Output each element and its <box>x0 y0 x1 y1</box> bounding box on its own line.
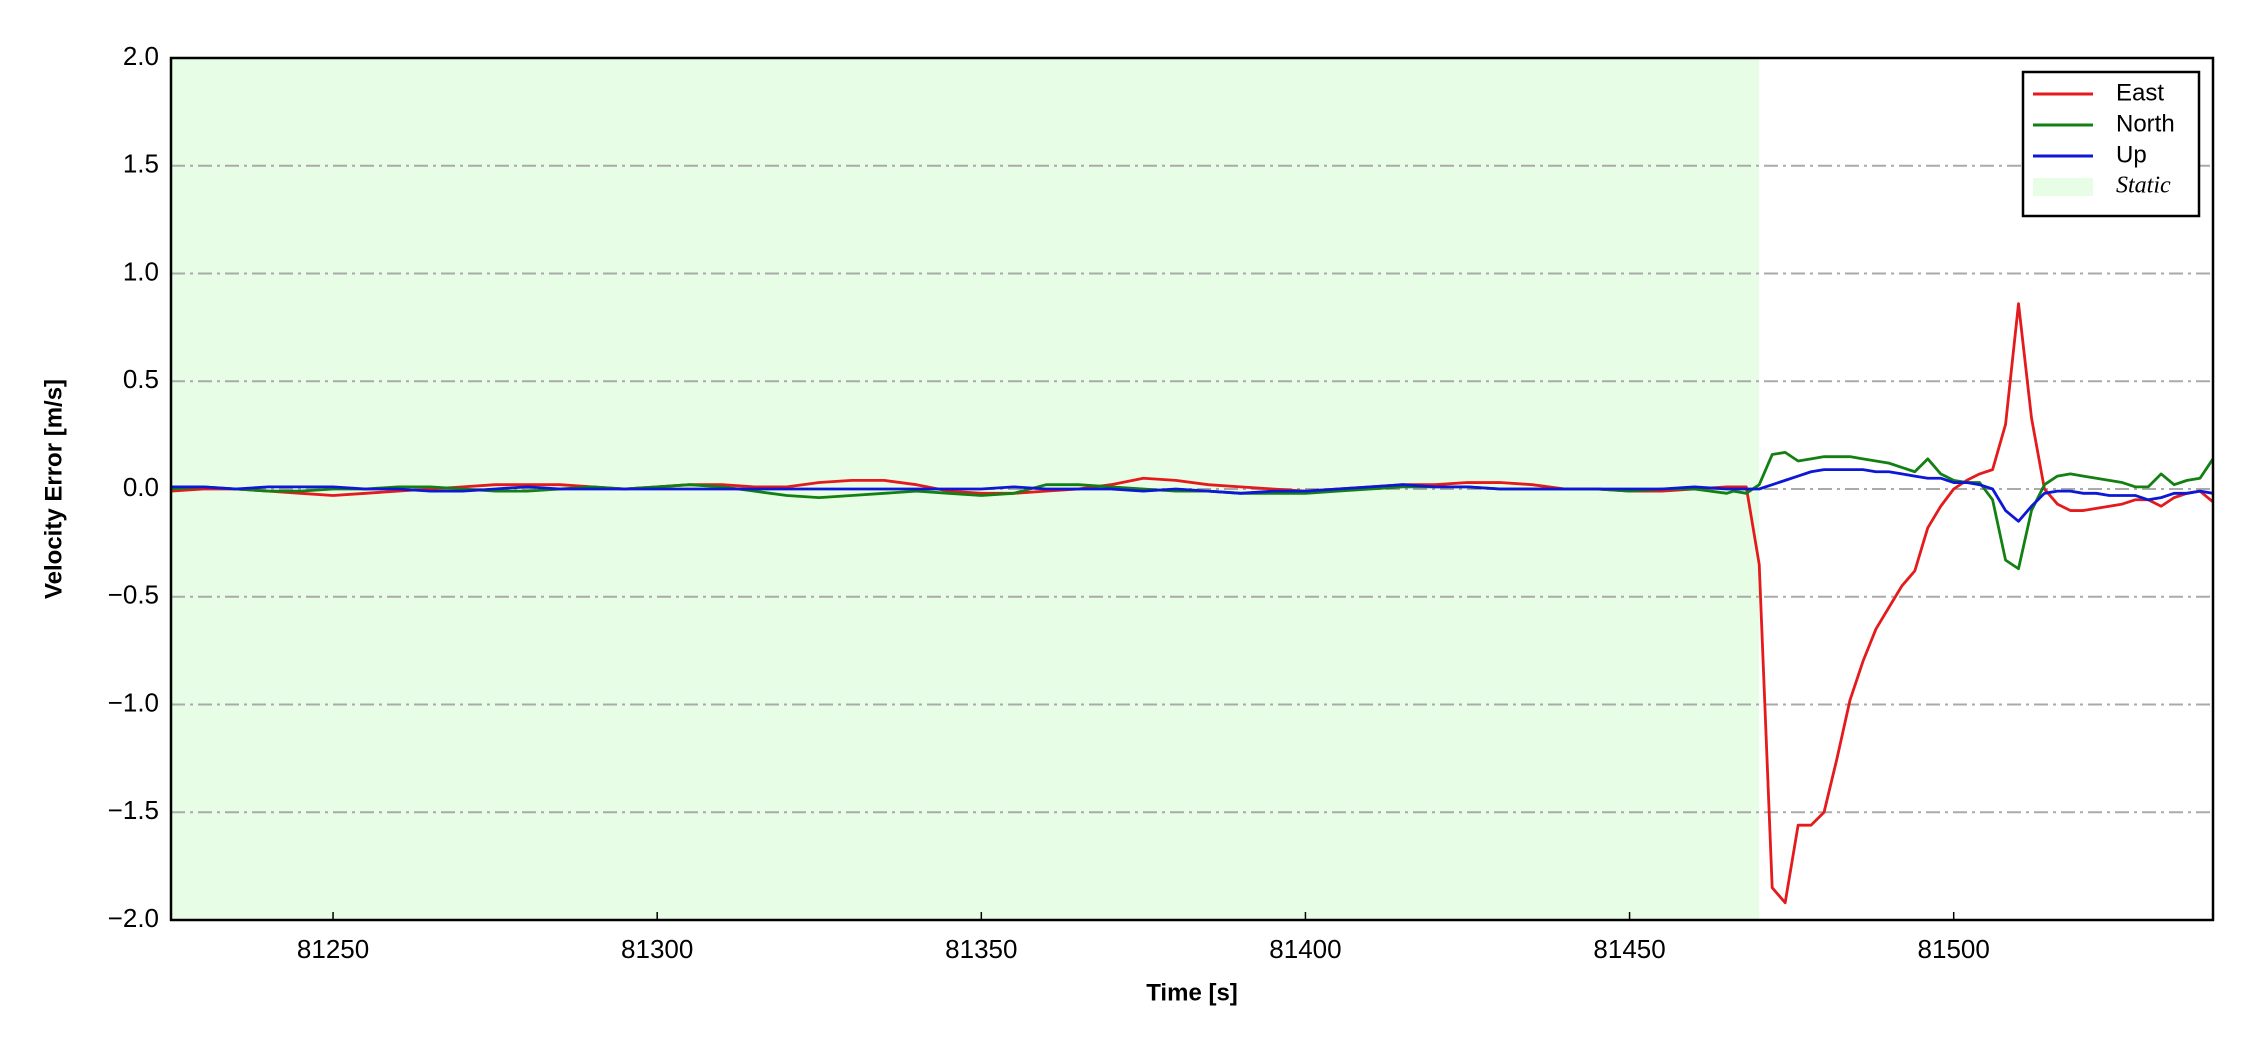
y-tick-label: −2.0 <box>108 903 159 933</box>
y-tick-label: 0.5 <box>123 364 159 394</box>
y-tick-label: −1.0 <box>108 687 159 717</box>
y-tick-label: −0.5 <box>108 580 159 610</box>
y-tick-label: −1.5 <box>108 795 159 825</box>
x-tick-label: 81400 <box>1269 934 1341 964</box>
x-tick-label: 81250 <box>297 934 369 964</box>
y-axis-label: Velocity Error [m/s] <box>40 379 67 599</box>
legend-swatch <box>2033 178 2093 196</box>
legend-label: North <box>2116 110 2175 137</box>
legend-label: Up <box>2116 141 2147 168</box>
y-tick-label: 1.5 <box>123 149 159 179</box>
x-tick-label: 81350 <box>945 934 1017 964</box>
series-line <box>171 468 2214 523</box>
x-tick-label: 81500 <box>1918 934 1990 964</box>
y-tick-label: 1.0 <box>123 256 159 286</box>
x-tick-label: 81450 <box>1593 934 1665 964</box>
legend-label: East <box>2116 79 2164 106</box>
x-tick-label: 81300 <box>621 934 693 964</box>
x-axis-label: Time [s] <box>1146 979 1238 1006</box>
y-tick-label: 2.0 <box>123 41 159 71</box>
plot-frame <box>169 56 2215 922</box>
legend-label: Static <box>2116 173 2171 199</box>
y-tick-label: 0.0 <box>123 472 159 502</box>
